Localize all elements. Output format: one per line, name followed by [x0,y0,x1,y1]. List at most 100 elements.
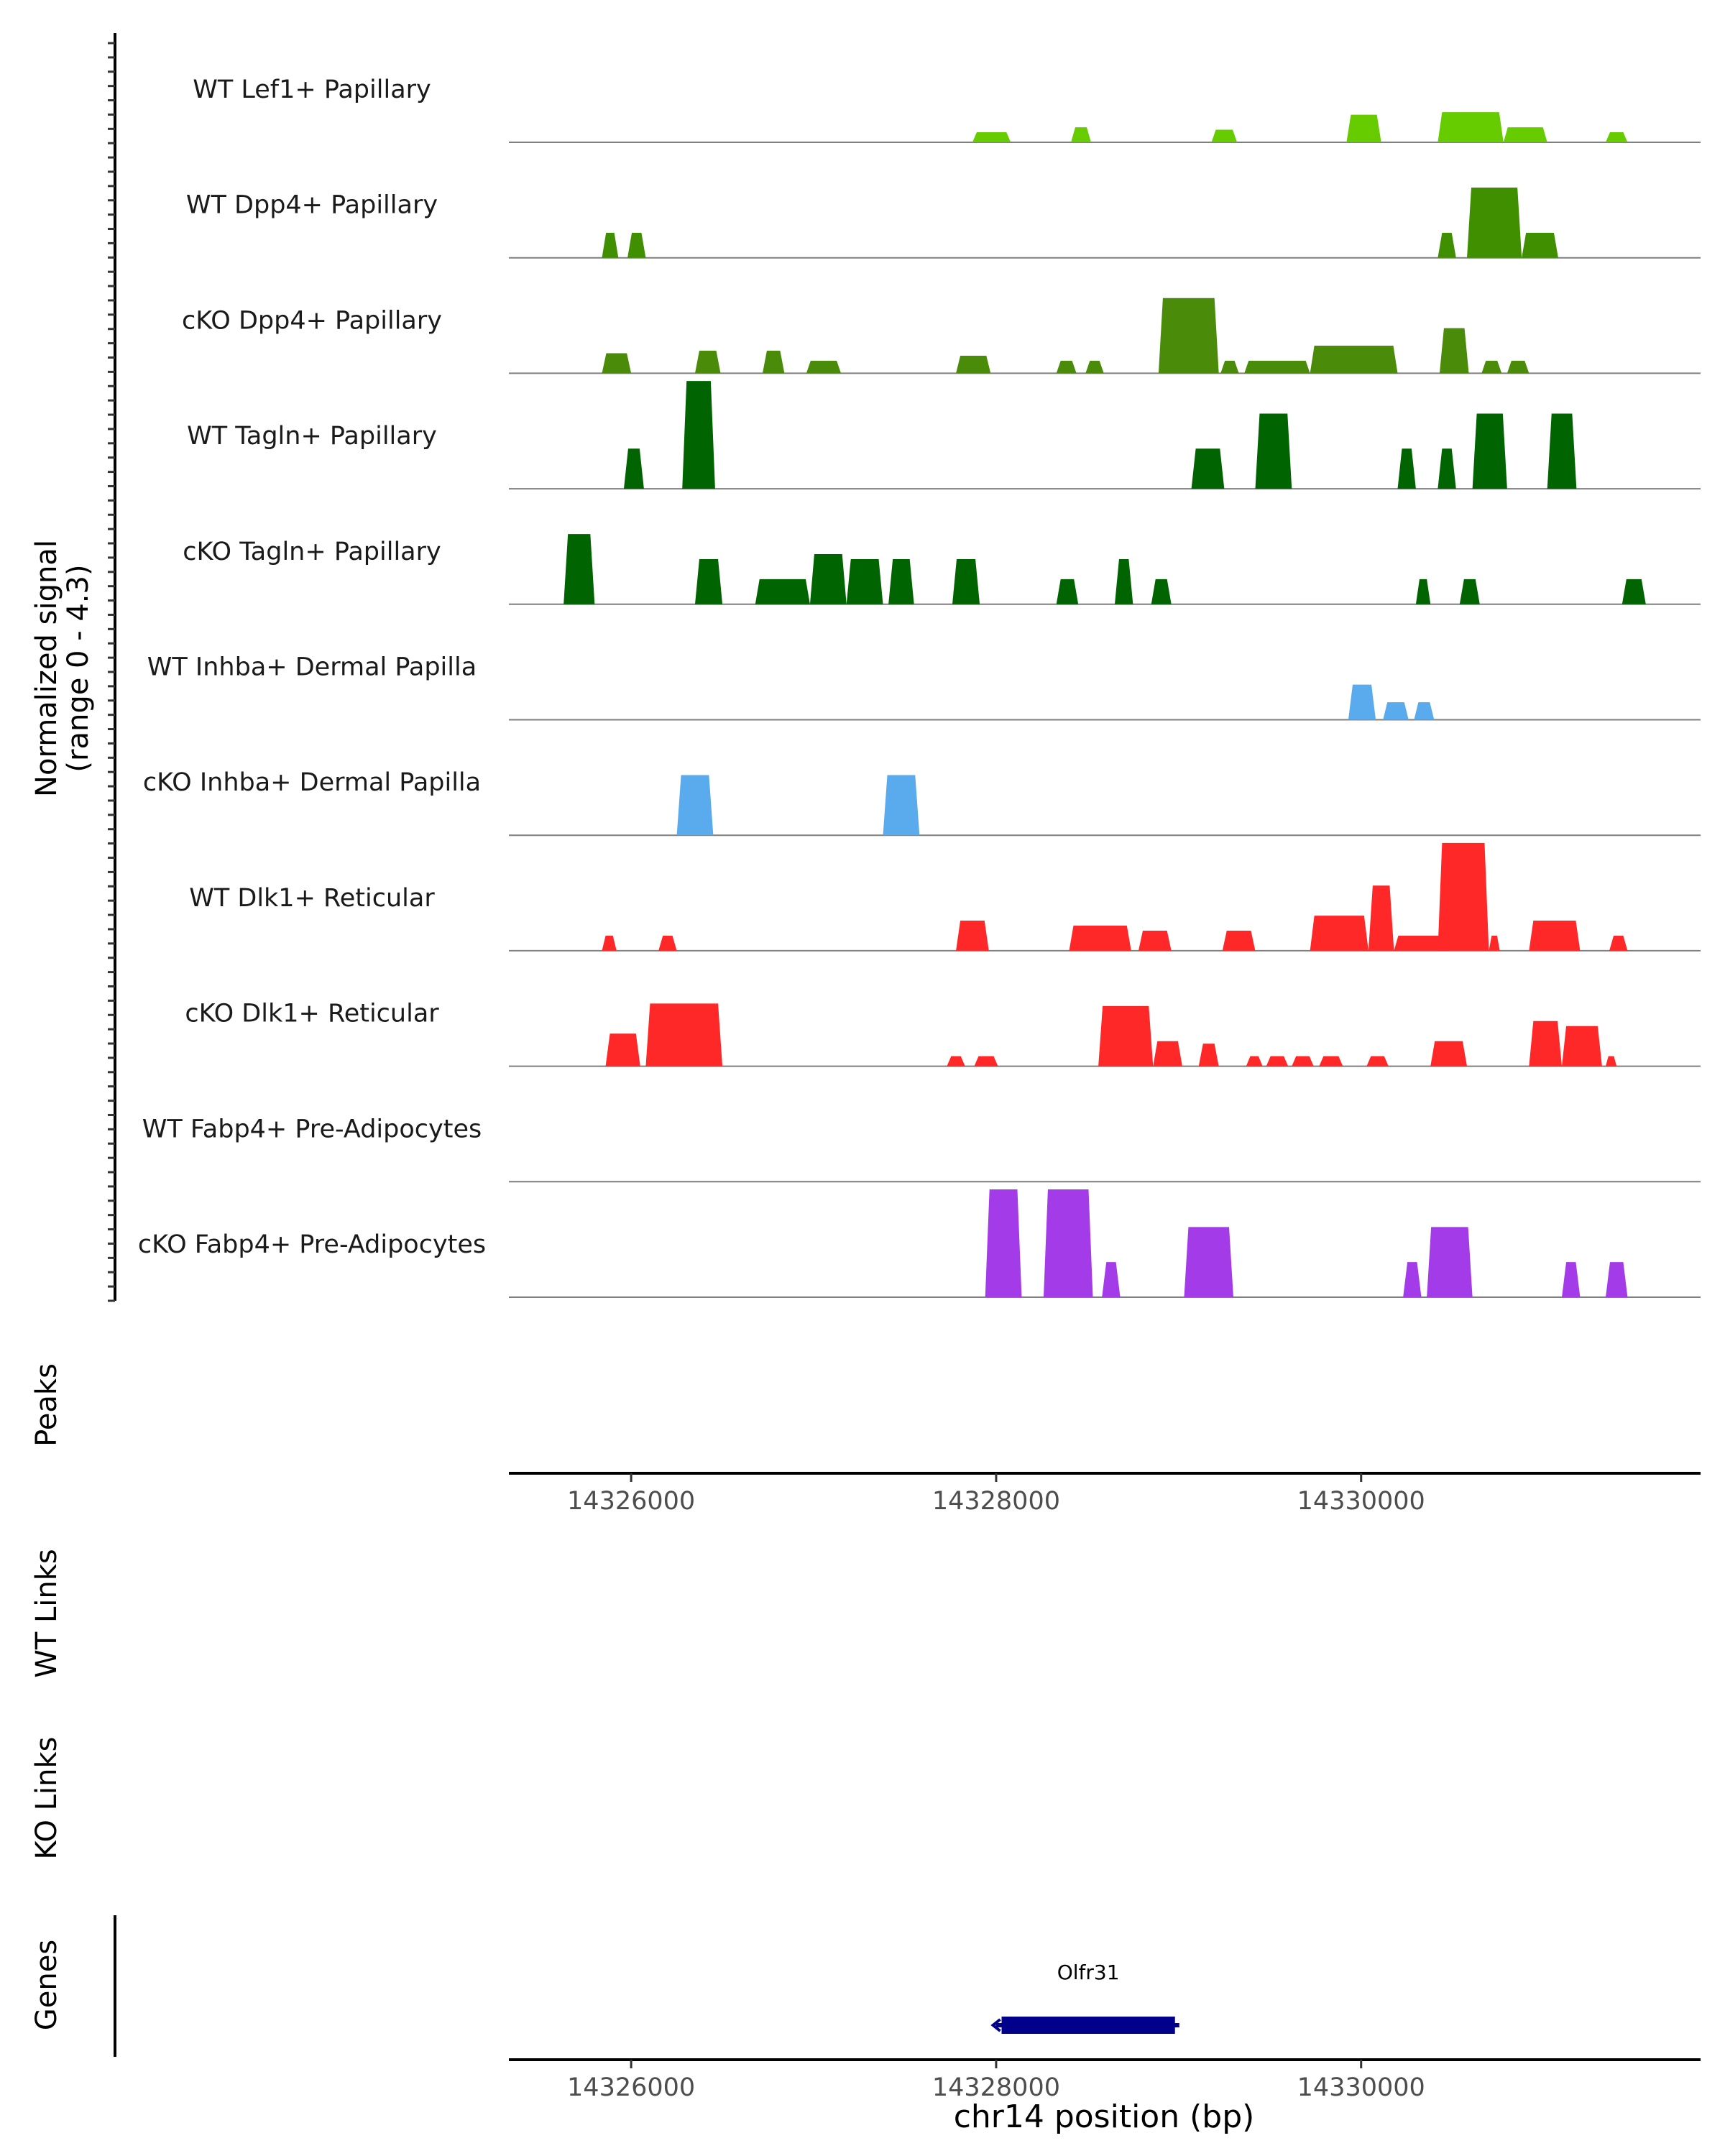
x-tick-label: 14328000 [932,2073,1060,2102]
coverage-peak [1043,1189,1093,1297]
coverage-peak [1071,127,1091,142]
coverage-peak [1056,579,1079,604]
coverage-peak [1158,298,1219,374]
track-label: cKO Fabp4+ Pre-Adipocytes [138,1230,486,1259]
gene-name-label: Olfr31 [1057,1961,1120,1984]
coverage-peak [1427,1227,1473,1297]
signal-axis-title: Normalized signal [30,540,63,797]
coverage-peak [883,775,920,836]
coverage-peak [956,921,989,951]
coverage-peak [1506,360,1530,374]
coverage-peak [1605,1056,1617,1067]
coverage-peak [1098,1005,1154,1067]
coverage-peak [1562,1026,1602,1067]
coverage-peak [1184,1227,1234,1297]
coverage-peak [1438,232,1456,258]
track-label: cKO Tagln+ Papillary [183,538,441,566]
coverage-peak [602,935,617,951]
coverage-peak [564,534,595,604]
coverage-peak [806,360,842,374]
track-label: cKO Dlk1+ Reticular [185,1000,439,1028]
genes-panel-label: Genes [30,1940,63,2030]
x-tick-label: 14330000 [1297,2073,1425,2102]
x-axis-top: 14326000 14328000 14330000 [509,1472,1701,1516]
coverage-peak [1222,930,1256,951]
coverage-peak [658,935,677,951]
track-label: cKO Dpp4+ Papillary [182,306,442,335]
coverage-peak [1211,129,1238,142]
coverage-peak [1366,1056,1389,1067]
coverage-peak [694,559,723,604]
track: WT Dpp4+ Papillary [186,188,1701,259]
coverage-peak [1467,188,1522,258]
track: cKO Inhba+ Dermal Papilla [143,768,1701,837]
coverage-peak [809,554,847,604]
track: WT Dlk1+ Reticular [189,842,1701,952]
x-axis-title: chr14 position (bp) [954,2099,1255,2135]
ko-links-panel-label: KO Links [30,1737,63,1860]
peaks-panel-label: Peaks [30,1363,63,1447]
coverage-peak [1069,926,1131,951]
x-tick-label: 14326000 [567,2073,695,2102]
signal-y-axis [108,33,116,1302]
coverage-peak [1430,1041,1468,1067]
coverage-peak [605,1033,640,1067]
coverage-peak [1438,112,1504,142]
coverage-peak [623,448,644,489]
track-label: cKO Inhba+ Dermal Papilla [143,768,481,797]
coverage-peak [846,559,883,604]
coverage-peak [1522,232,1558,258]
coverage-peak [1397,448,1416,489]
track-label: WT Dlk1+ Reticular [189,884,435,913]
coverage-peak [974,1056,998,1067]
coverage-peak [1414,702,1435,720]
track: cKO Fabp4+ Pre-Adipocytes [138,1189,1701,1298]
coverage-peak [1439,328,1469,374]
coverage-peak [888,559,914,604]
coverage-peak [952,559,980,604]
coverage-peak [1622,579,1646,604]
coverage-peak [1244,360,1310,374]
coverage-peak [1266,1056,1289,1067]
track-label: WT Lef1+ Papillary [193,75,431,104]
coverage-peak [1562,1262,1581,1297]
coverage-peak [755,579,810,604]
coverage-peak [1489,935,1500,951]
coverage-peak [1056,360,1077,374]
x-axis-bottom: 14326000 14328000 14330000 [509,2058,1701,2102]
coverage-peak [602,232,619,258]
track-label: WT Inhba+ Dermal Papilla [147,653,477,682]
track: cKO Dlk1+ Reticular [185,1000,1701,1067]
gene-track: Olfr31 [990,1961,1179,2034]
coverage-peak [627,232,646,258]
signal-axis-range: (range 0 - 4.3) [62,564,95,772]
track-label: WT Dpp4+ Papillary [186,191,438,220]
coverage-peak [1085,360,1104,374]
track: WT Inhba+ Dermal Papilla [147,653,1701,721]
coverage-peak [1438,842,1489,951]
track: WT Tagln+ Papillary [187,381,1701,490]
coverage-peak [1503,127,1547,142]
coverage-peak [1459,579,1480,604]
coverage-peak [1346,114,1381,142]
coverage-peak [1415,579,1431,604]
coverage-peak [956,355,991,374]
track-label: WT Fabp4+ Pre-Adipocytes [142,1115,482,1143]
coverage-peak [1191,448,1225,489]
coverage-peak [1383,702,1409,720]
coverage-peak [1198,1044,1219,1067]
track: cKO Dpp4+ Papillary [182,298,1701,374]
coverage-peak [1151,579,1172,604]
coverage-peak [947,1056,965,1067]
track: WT Lef1+ Papillary [193,75,1701,143]
coverage-peak [1481,360,1502,374]
coverage-peak [1348,684,1376,720]
coverage-peak [1529,921,1581,951]
strand-arrow [990,2018,1001,2032]
coverage-peak [1368,885,1394,951]
coverage-peak [1394,935,1449,951]
coverage-peak [1255,413,1292,489]
x-tick-label: 14330000 [1297,1487,1425,1516]
coverage-peak [972,132,1011,142]
